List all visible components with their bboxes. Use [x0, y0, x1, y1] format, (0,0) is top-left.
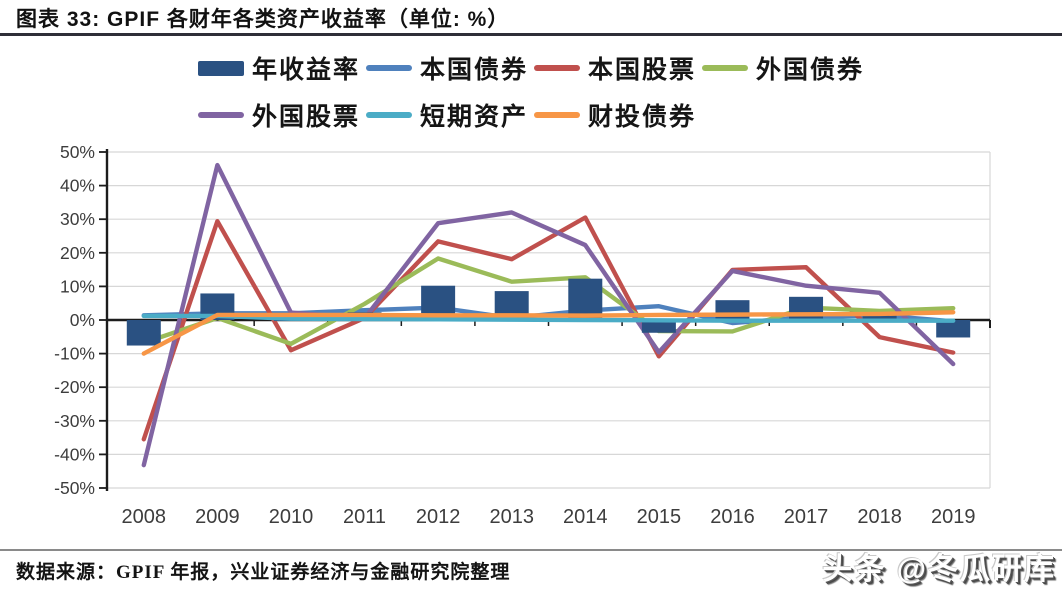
chart-title: 图表 33: GPIF 各财年各类资产收益率（单位: %） — [16, 8, 510, 31]
legend-label-filp-bonds: 财投债券 — [588, 103, 697, 131]
x-tick-label: 2013 — [489, 506, 534, 528]
line-filp-bonds — [141, 310, 956, 356]
legend-label-short-term-assets: 短期资产 — [420, 103, 529, 131]
x-tick-label: 2015 — [637, 506, 682, 528]
x-tick-label: 2011 — [343, 506, 386, 528]
x-tick-label: 2019 — [931, 506, 976, 528]
line-short-term-assets — [141, 313, 956, 323]
legend-label-annual-return: 年收益率 — [252, 56, 361, 84]
x-tick-label: 2009 — [195, 506, 240, 528]
chart-legend: 年收益率 本国债券 本国股票 外国债券外国股票 短期资产 财投债券 — [198, 50, 898, 133]
legend-item-foreign-stocks: 外国股票 — [198, 97, 360, 133]
y-tick-label: -10% — [54, 344, 95, 364]
legend-item-domestic-stocks: 本国股票 — [534, 50, 696, 86]
legend-swatch-filp-bonds — [534, 112, 581, 118]
y-tick-label: 30% — [60, 209, 95, 229]
y-tick-label: 0% — [70, 310, 95, 330]
legend-swatch-domestic-stocks — [534, 65, 581, 71]
x-tick-label: 2017 — [784, 506, 829, 528]
bar-annual-return-2014 — [568, 278, 603, 320]
bar-annual-return-2018 — [862, 314, 897, 320]
legend-item-annual-return: 年收益率 — [198, 50, 360, 86]
legend-label-domestic-bonds: 本国债券 — [420, 56, 529, 84]
data-source-text: 数据来源：GPIF 年报，兴业证券经济与金融研究院整理 — [16, 562, 511, 583]
line-foreign-stocks — [141, 162, 956, 468]
legend-label-domestic-stocks: 本国股票 — [588, 56, 697, 84]
y-tick-label: -40% — [54, 444, 95, 464]
legend-swatch-short-term-assets — [366, 112, 413, 118]
x-tick-label: 2014 — [563, 506, 608, 528]
x-tick-label: 2018 — [857, 506, 902, 528]
x-tick-label: 2010 — [269, 506, 314, 528]
y-tick-label: 20% — [60, 243, 95, 263]
x-tick-label: 2016 — [710, 506, 755, 528]
y-tick-label: 40% — [60, 176, 95, 196]
bar-annual-return-2015 — [641, 320, 676, 333]
watermark-text: 头条 @冬瓜研库 — [822, 553, 1056, 586]
bar-annual-return-2008 — [126, 320, 161, 346]
legend-label-foreign-bonds: 外国债券 — [756, 56, 865, 84]
y-tick-label: -30% — [54, 411, 95, 431]
line-domestic-stocks — [141, 215, 956, 442]
y-tick-label: -20% — [54, 377, 95, 397]
footer-divider — [0, 549, 1062, 551]
chart-canvas: 50% 40% 30% 20% 10% 0% -10% -20% -30% -40% -50% 200… — [54, 142, 991, 528]
y-tick-label: -50% — [54, 478, 95, 498]
chart-area: 50% 40% 30% 20% 10% 0% -10% -20% -30% -40% -50% 200… — [0, 125, 1062, 545]
x-tick-label: 2008 — [122, 506, 167, 528]
y-tick-label: 50% — [60, 142, 95, 162]
legend-item-filp-bonds: 财投债券 — [534, 97, 696, 133]
legend-swatch-domestic-bonds — [366, 65, 413, 71]
legend-item-domestic-bonds: 本国债券 — [366, 50, 528, 86]
legend-swatch-foreign-stocks — [198, 112, 244, 118]
bar-annual-return-2019 — [936, 320, 971, 338]
legend-swatch-annual-return — [198, 60, 244, 76]
x-tick-label: 2012 — [416, 506, 461, 528]
legend-item-foreign-bonds: 外国债券 — [702, 50, 864, 86]
bar-annual-return-2016 — [715, 300, 750, 320]
title-divider — [0, 33, 1062, 36]
y-tick-label: 10% — [60, 276, 95, 296]
legend-swatch-foreign-bonds — [702, 65, 749, 71]
legend-item-short-term-assets: 短期资产 — [366, 97, 528, 133]
legend-label-foreign-stocks: 外国股票 — [252, 103, 361, 131]
